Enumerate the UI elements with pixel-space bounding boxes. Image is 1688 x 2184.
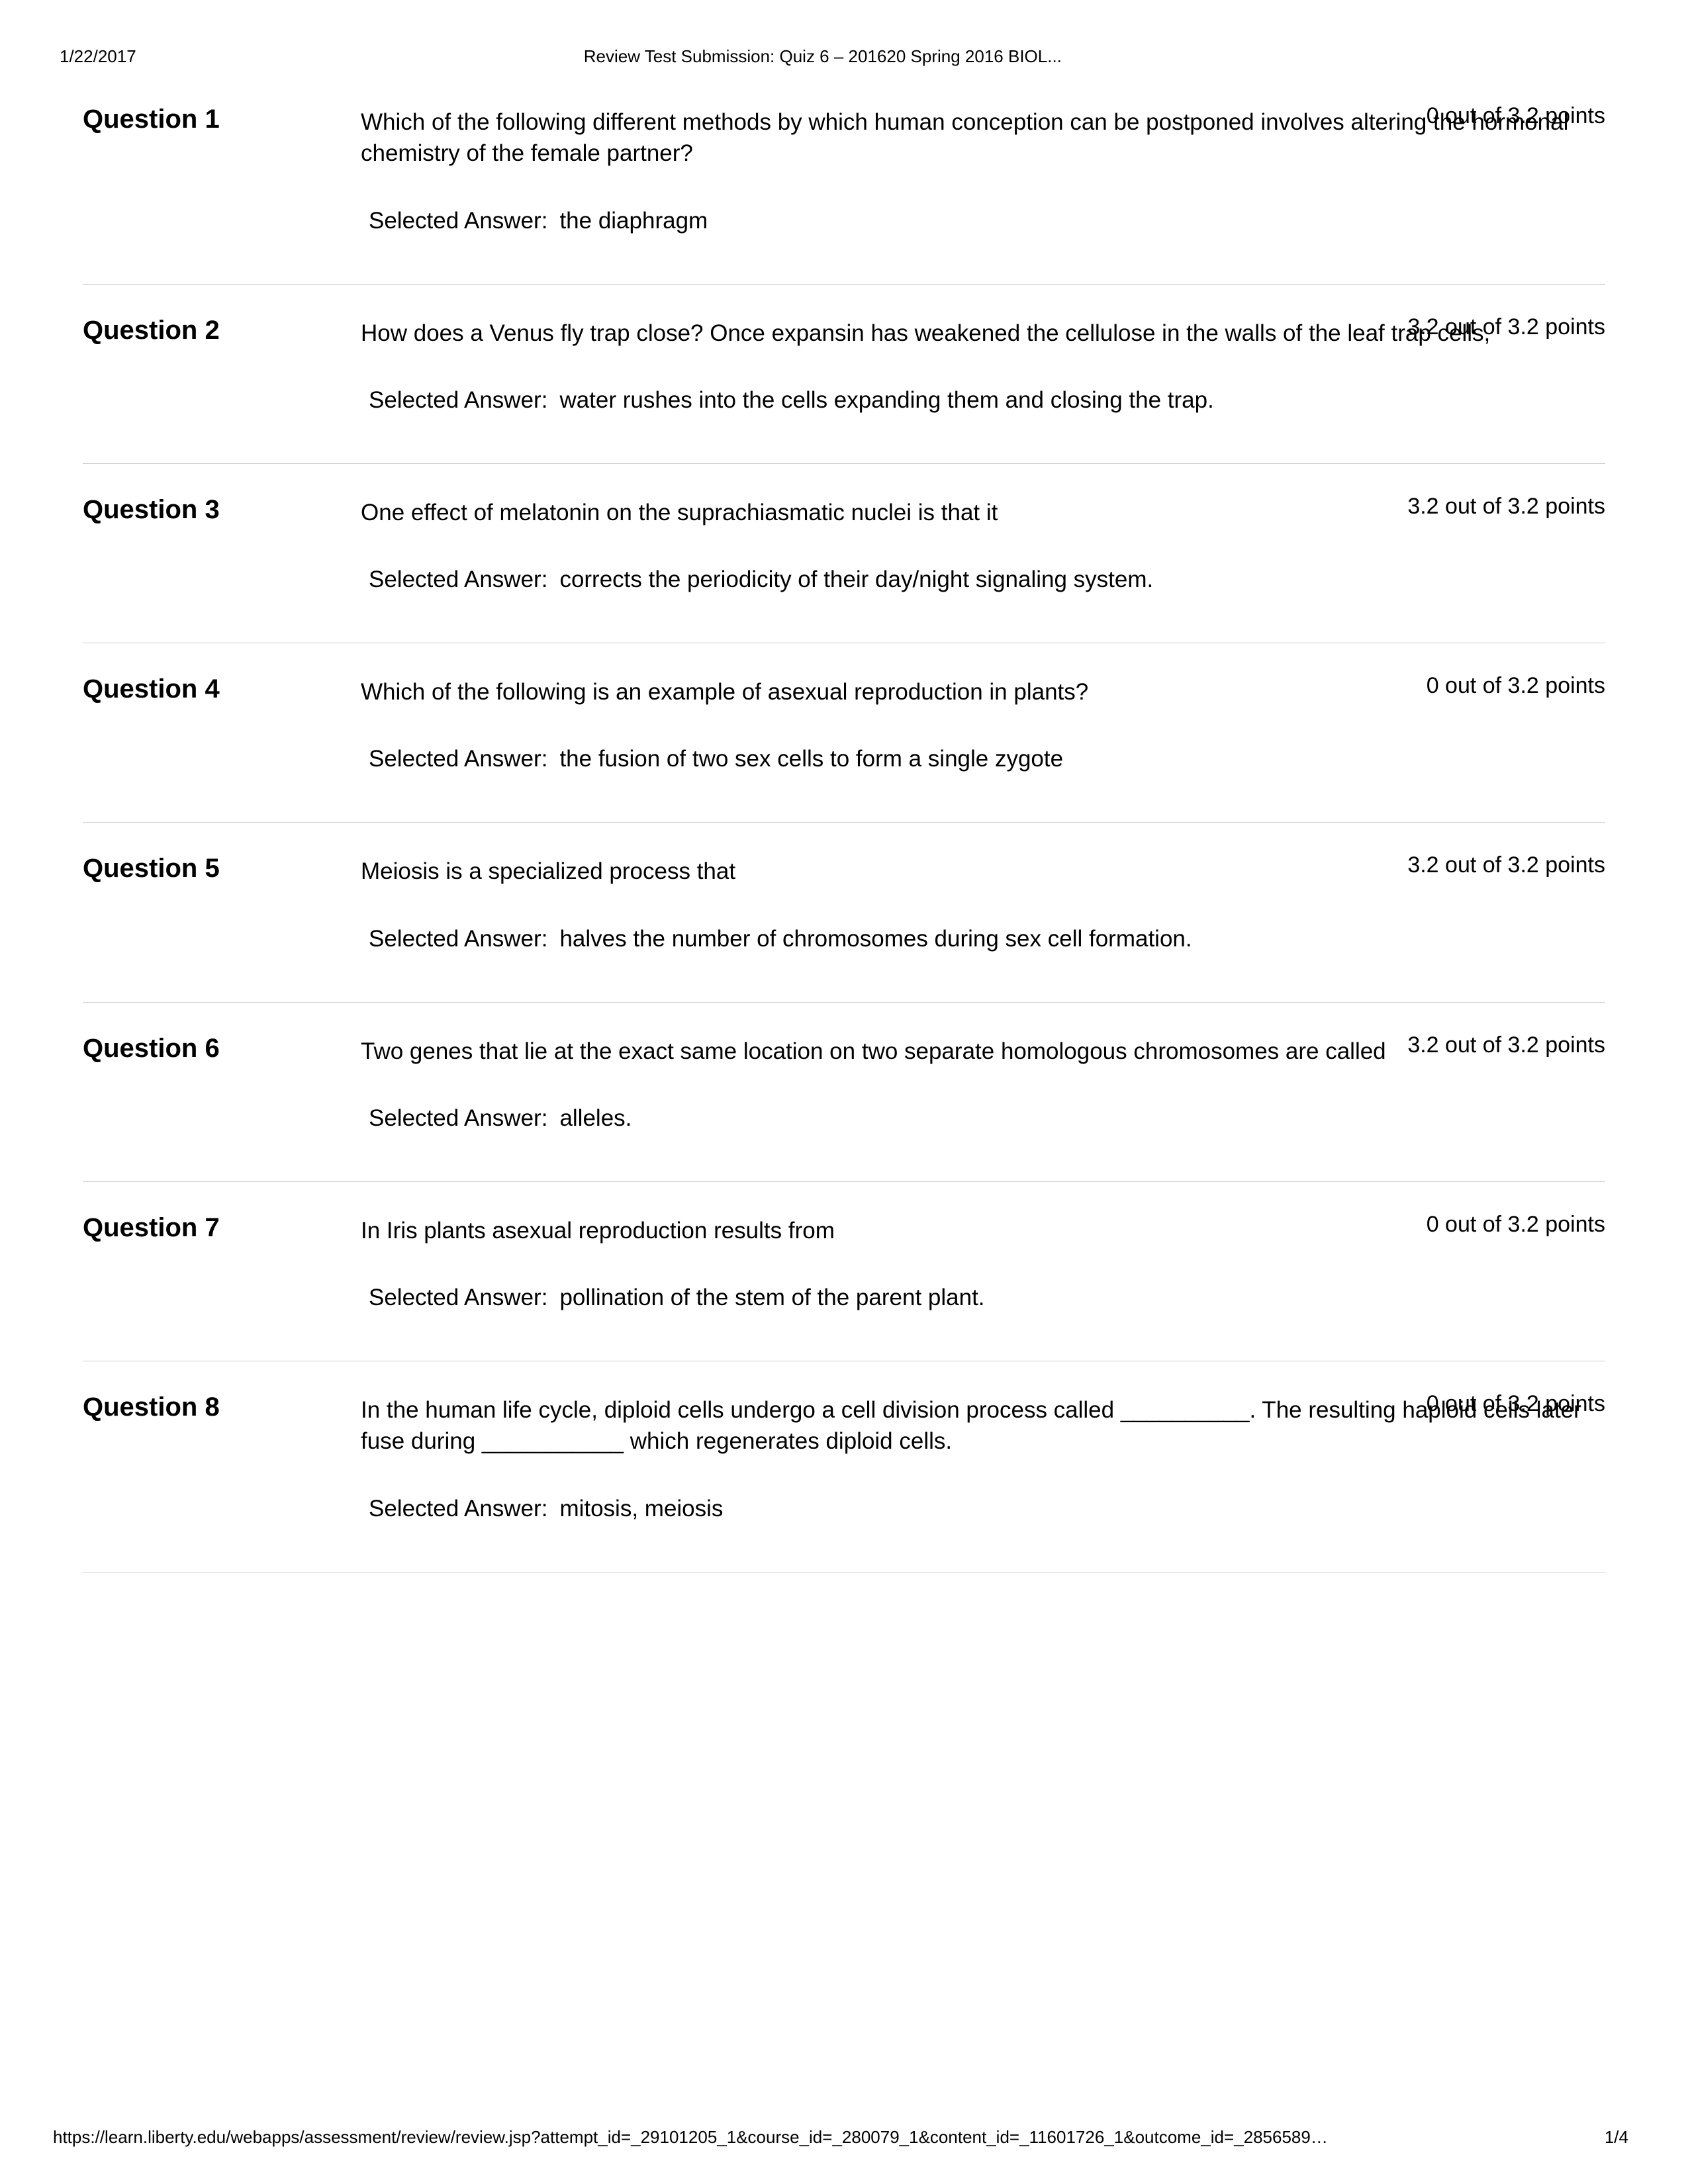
question-text: In the human life cycle, diploid cells u… [361,1394,1605,1457]
answer-row: Selected Answer: pollination of the stem… [361,1285,1605,1311]
header-title: Review Test Submission: Quiz 6 – 201620 … [136,46,1628,67]
question-text: Which of the following different methods… [361,107,1605,169]
selected-answer-value: halves the number of chromosomes during … [559,926,1192,952]
answer-row: Selected Answer: the diaphragm [361,208,1605,234]
question-text: Which of the following is an example of … [361,676,1605,707]
page-header: 1/22/2017 Review Test Submission: Quiz 6… [60,46,1628,67]
selected-answer-value: pollination of the stem of the parent pl… [559,1285,984,1311]
answer-row: Selected Answer: mitosis, meiosis [361,1496,1605,1522]
question-label: Question 8 [83,1391,361,1422]
question-label: Question 6 [83,1032,361,1064]
question-text: In Iris plants asexual reproduction resu… [361,1215,1605,1246]
question-label: Question 5 [83,852,361,884]
selected-answer-label: Selected Answer: [369,567,559,593]
selected-answer-label: Selected Answer: [369,1285,559,1311]
question-label: Question 3 [83,494,361,525]
question-label: Question 7 [83,1212,361,1243]
question-label: Question 4 [83,673,361,704]
question-label: Question 2 [83,314,361,345]
selected-answer-label: Selected Answer: [369,208,559,234]
selected-answer-label: Selected Answer: [369,746,559,772]
selected-answer-value: the diaphragm [559,208,708,234]
selected-answer-label: Selected Answer: [369,1496,559,1522]
footer-url: https://learn.liberty.edu/webapps/assess… [53,2127,1328,2148]
selected-answer-value: the fusion of two sex cells to form a si… [559,746,1063,772]
page-container: 1/22/2017 Review Test Submission: Quiz 6… [0,0,1688,1642]
question-block: Question 8 0 out of 3.2 points In the hu… [83,1391,1605,1572]
question-text: How does a Venus fly trap close? Once ex… [361,318,1605,349]
footer-page-number: 1/4 [1605,2127,1628,2148]
answer-row: Selected Answer: water rushes into the c… [361,387,1605,414]
question-block: Question 2 3.2 out of 3.2 points How doe… [83,314,1605,464]
question-block: Question 3 3.2 out of 3.2 points One eff… [83,494,1605,643]
selected-answer-value: water rushes into the cells expanding th… [559,387,1213,414]
question-block: Question 5 3.2 out of 3.2 points Meiosis… [83,852,1605,1002]
question-block: Question 1 0 out of 3.2 points Which of … [83,103,1605,285]
selected-answer-value: mitosis, meiosis [559,1496,723,1522]
questions-list: Question 1 0 out of 3.2 points Which of … [60,103,1628,1572]
answer-row: Selected Answer: the fusion of two sex c… [361,746,1605,772]
selected-answer-label: Selected Answer: [369,926,559,952]
answer-row: Selected Answer: corrects the periodicit… [361,567,1605,593]
question-block: Question 7 0 out of 3.2 points In Iris p… [83,1212,1605,1361]
question-block: Question 4 0 out of 3.2 points Which of … [83,673,1605,823]
selected-answer-label: Selected Answer: [369,1105,559,1132]
question-label: Question 1 [83,103,361,134]
answer-row: Selected Answer: alleles. [361,1105,1605,1132]
selected-answer-label: Selected Answer: [369,387,559,414]
header-date: 1/22/2017 [60,46,136,67]
question-block: Question 6 3.2 out of 3.2 points Two gen… [83,1032,1605,1182]
selected-answer-value: alleles. [559,1105,632,1132]
selected-answer-value: corrects the periodicity of their day/ni… [559,567,1153,593]
answer-row: Selected Answer: halves the number of ch… [361,926,1605,952]
page-footer: https://learn.liberty.edu/webapps/assess… [53,2127,1628,2148]
